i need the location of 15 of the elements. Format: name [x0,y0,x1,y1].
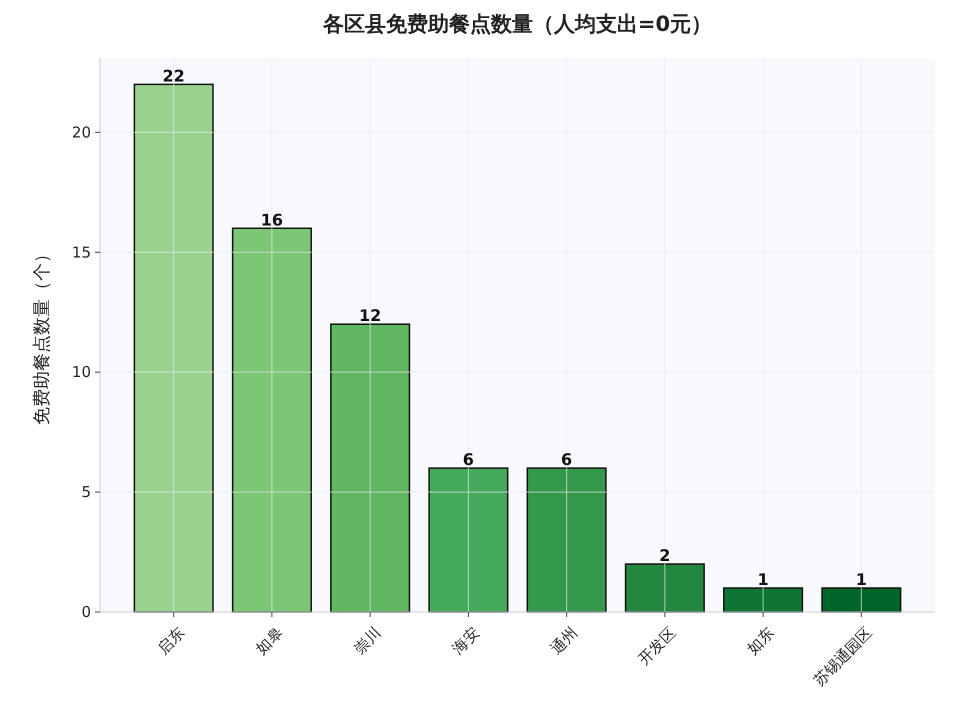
y-tick-label: 5 [81,483,91,502]
x-tick-label: 海安 [448,624,483,658]
y-tick-label: 0 [81,603,91,621]
y-tick-label: 20 [72,123,91,142]
x-tick-label: 如东 [744,624,778,658]
y-tick-label: 10 [72,363,91,382]
x-tick-label: 苏锡通园区 [810,624,876,690]
x-tick-label: 启东 [154,624,188,658]
x-tick-label: 如皋 [252,624,286,658]
x-tick-label: 通州 [547,624,581,658]
x-tick-label: 开发区 [634,624,680,668]
x-tick-label: 崇川 [350,624,385,658]
chart-title: 各区县免费助餐点数量（人均支出=0元） [322,12,712,36]
y-tick-label: 15 [72,243,91,262]
y-axis-title: 免费助餐点数量（个） [32,245,52,425]
